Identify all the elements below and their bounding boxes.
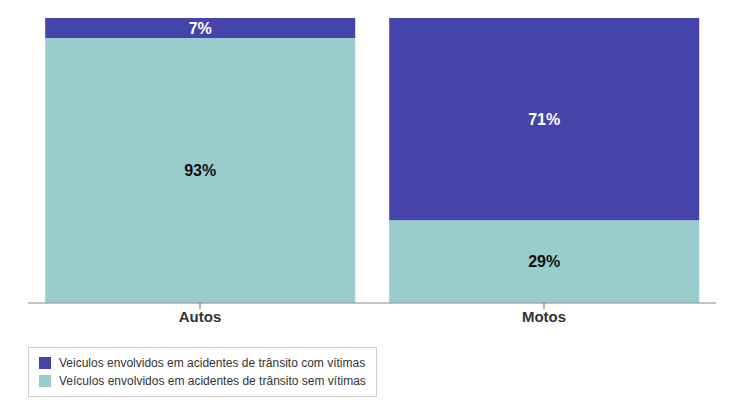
- html-text:Veiculos envolvidos em acident: Veiculos envolvidos em acidentes de trân…: [59, 356, 366, 370]
- svg-text:Motos: Motos: [522, 308, 566, 325]
- svg-text:29%: 29%: [528, 253, 560, 270]
- svg-text:Autos: Autos: [179, 308, 222, 325]
- svg-text:7%: 7%: [189, 20, 212, 37]
- html-text:Veículos envolvidos em acident: Veículos envolvidos em acidentes de trân…: [59, 374, 366, 388]
- svg-text:93%: 93%: [184, 162, 216, 179]
- svg-text:71%: 71%: [528, 111, 560, 128]
